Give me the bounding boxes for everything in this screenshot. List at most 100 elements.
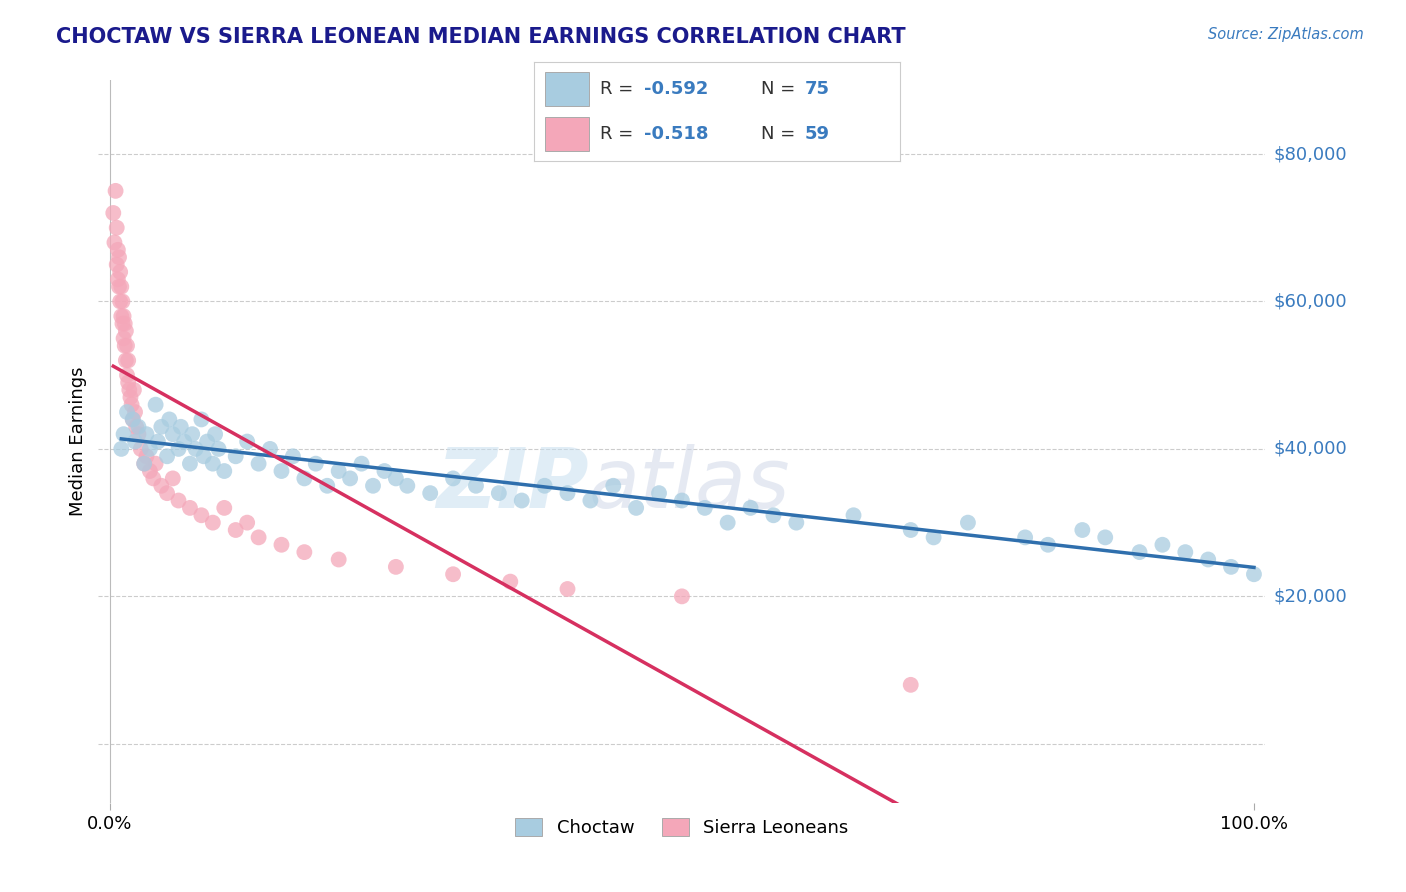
Point [602,479,624,493]
Point [112,331,135,345]
Text: atlas: atlas [589,444,790,525]
Point [842,508,865,523]
Point [339,471,361,485]
Point [124,434,146,449]
FancyBboxPatch shape [546,118,589,151]
Point [162,427,184,442]
Text: R =: R = [600,80,640,98]
Point [129,442,152,456]
Point [1036,538,1059,552]
Point [236,516,259,530]
Point [499,574,522,589]
Point [361,479,384,493]
Point [156,450,179,464]
Point [135,450,157,464]
Point [121,412,143,426]
Point [105,220,128,235]
Point [111,294,134,309]
Point [108,250,131,264]
Point [385,560,408,574]
Point [108,265,131,279]
Text: ZIP: ZIP [436,444,589,525]
Point [118,383,141,397]
FancyBboxPatch shape [546,72,589,105]
Point [441,567,464,582]
Point [110,442,132,456]
Point [110,279,132,293]
Point [103,206,125,220]
Legend: Choctaw, Sierra Leoneans: Choctaw, Sierra Leoneans [508,811,856,845]
Point [112,427,135,442]
Point [740,500,762,515]
Point [179,500,201,515]
Point [142,471,165,485]
Point [127,419,149,434]
Point [717,516,740,530]
Point [193,450,215,464]
Point [350,457,373,471]
Point [465,479,488,493]
Point [181,427,204,442]
Point [107,272,129,286]
Text: N =: N = [761,80,801,98]
Point [139,464,162,478]
Point [115,324,138,338]
Point [1014,530,1036,544]
Point [120,390,142,404]
Point [114,339,136,353]
Text: $40,000: $40,000 [1274,440,1347,458]
Point [115,405,138,419]
Point [441,471,464,485]
Point [170,419,193,434]
Point [557,582,579,596]
Point [385,471,408,485]
Point [292,471,315,485]
Point [167,493,190,508]
Point [150,419,173,434]
Point [292,545,315,559]
Point [195,434,218,449]
Point [108,294,131,309]
Point [111,317,134,331]
Point [107,243,129,257]
Text: $80,000: $80,000 [1274,145,1347,163]
Point [1174,545,1197,559]
Point [247,530,270,544]
Text: $60,000: $60,000 [1274,293,1347,310]
Point [190,412,212,426]
Point [115,353,138,368]
Point [922,530,945,544]
Point [693,500,716,515]
Point [190,508,212,523]
Point [214,464,236,478]
Point [557,486,579,500]
Text: -0.518: -0.518 [644,125,709,143]
Y-axis label: Median Earnings: Median Earnings [69,367,87,516]
Point [1128,545,1150,559]
Point [125,419,148,434]
Point [108,279,131,293]
Point [956,516,979,530]
Point [121,398,143,412]
Point [671,493,693,508]
Point [270,464,292,478]
Text: $20,000: $20,000 [1274,587,1347,606]
Point [900,678,922,692]
Text: CHOCTAW VS SIERRA LEONEAN MEDIAN EARNINGS CORRELATION CHART: CHOCTAW VS SIERRA LEONEAN MEDIAN EARNING… [56,27,905,46]
Point [579,493,602,508]
Text: 59: 59 [804,125,830,143]
Point [624,500,647,515]
Point [103,235,125,250]
Point [146,434,169,449]
Point [122,383,145,397]
Point [785,516,807,530]
Point [648,486,671,500]
Point [419,486,441,500]
Point [396,479,419,493]
Point [110,309,132,323]
Text: Source: ZipAtlas.com: Source: ZipAtlas.com [1208,27,1364,42]
Point [1197,552,1219,566]
Point [179,457,201,471]
Text: N =: N = [761,125,801,143]
Text: -0.592: -0.592 [644,80,709,98]
